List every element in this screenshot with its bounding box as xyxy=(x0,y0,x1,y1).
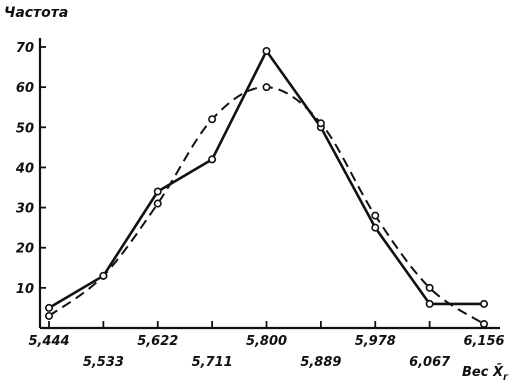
x-tick-label: 5,444 xyxy=(28,334,69,349)
x-ticks: 5,444 5,533 5,622 5,711 5,800 5,889 5,978 6,067… xyxy=(28,321,505,370)
x-tick-label: 5,533 xyxy=(83,355,124,370)
data-point-dashed xyxy=(316,119,325,128)
y-tick-label: 30 xyxy=(16,202,34,217)
data-point-solid xyxy=(425,299,434,308)
data-point-dashed xyxy=(479,319,488,328)
y-tick-label: 40 xyxy=(15,161,34,176)
data-point-dashed xyxy=(153,199,162,208)
series-dashed xyxy=(44,83,488,328)
data-point-solid xyxy=(371,223,380,232)
x-tick-label: 5,800 xyxy=(246,334,287,349)
x-tick-label: 6,156 xyxy=(463,334,504,349)
data-point-solid xyxy=(208,155,217,164)
y-tick-label: 20 xyxy=(16,242,34,257)
data-point-dashed xyxy=(425,283,434,292)
x-tick-label: 6,067 xyxy=(409,355,451,370)
y-tick-label: 50 xyxy=(16,121,34,136)
data-point-solid xyxy=(479,299,488,308)
data-point-dashed xyxy=(262,83,271,92)
x-axis-label-subscript: г xyxy=(503,372,509,381)
x-tick-label: 5,889 xyxy=(300,355,341,370)
data-point-dashed xyxy=(208,115,217,124)
data-point-dashed xyxy=(44,311,53,320)
x-axis-label: Вес X̄г xyxy=(462,364,509,381)
x-axis-label-main: Вес X̄ xyxy=(462,364,504,380)
data-point-solid xyxy=(44,303,53,312)
series-layer xyxy=(44,47,488,328)
data-point-dashed xyxy=(99,271,108,280)
y-tick-label: 60 xyxy=(16,81,34,96)
data-point-dashed xyxy=(371,211,380,220)
y-tick-label: 10 xyxy=(16,282,34,297)
x-tick-label: 5,978 xyxy=(355,334,396,349)
data-point-solid xyxy=(262,47,271,56)
y-ticks: 10 20 30 40 50 60 70 xyxy=(15,41,46,297)
y-tick-label: 70 xyxy=(16,41,34,56)
x-tick-label: 5,622 xyxy=(137,334,178,349)
x-tick-label: 5,711 xyxy=(192,355,233,370)
data-point-solid xyxy=(153,187,162,196)
y-axis-label: Частота xyxy=(4,5,68,21)
x-axis-label-text: Вес X̄г xyxy=(462,364,509,381)
